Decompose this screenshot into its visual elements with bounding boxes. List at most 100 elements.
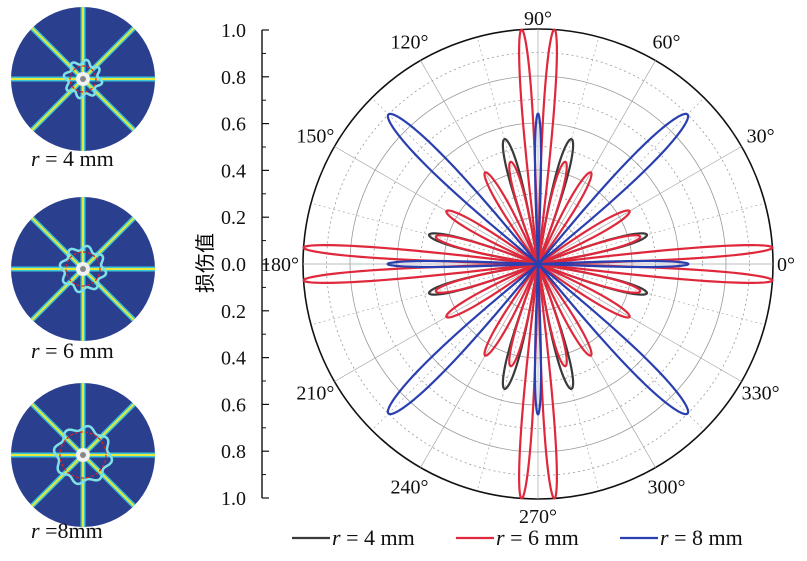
damage-contour-thumbnail-r6	[11, 197, 155, 341]
lobe-mark	[302, 244, 540, 266]
polar-grid-spoke	[537, 97, 705, 265]
polar-grid-spoke	[371, 97, 539, 265]
contour-crack-core	[82, 268, 135, 321]
polar-grid-spoke	[537, 263, 600, 492]
angle-labels: 0° 30° 60° 90° 120° 150° 180° 210° 240° 270° 300° 3…	[261, 8, 795, 528]
y-axis-label: 损伤值	[193, 233, 217, 293]
polar-grid-spoke	[537, 60, 656, 265]
polar-grid-spoke	[310, 202, 539, 265]
lobe-mark	[536, 171, 593, 266]
lobe-mark	[434, 234, 540, 266]
polar-grid-spoke	[537, 146, 742, 265]
contour-crack-core	[31, 27, 84, 80]
angle-tick-label: 90°	[524, 8, 552, 30]
lobe-mark	[302, 262, 540, 284]
radial-tick-label: 0.0	[221, 254, 246, 276]
polar-grid-spoke	[476, 263, 539, 492]
damage-contour-thumbnail-r8	[11, 383, 155, 527]
polar-grid-spoke	[537, 263, 656, 468]
contour-borehole-ring	[59, 431, 107, 479]
series-2	[302, 28, 774, 500]
lobe-mark	[386, 259, 540, 269]
contour-borehole-ring	[65, 251, 101, 287]
lobe-mark	[483, 262, 540, 357]
lobe-mark	[536, 262, 568, 368]
polar-grid-spoke	[537, 263, 742, 382]
contour-crack-core	[82, 27, 135, 80]
contour-crack-core	[82, 454, 135, 507]
lobe-mark	[536, 28, 558, 266]
lobe-mark	[536, 262, 558, 500]
contour-damage-zone	[52, 424, 114, 486]
polar-grid-spoke	[420, 263, 539, 468]
lobe-mark	[536, 234, 642, 266]
lobe-mark	[536, 209, 631, 266]
radial-tick-label: 1.0	[221, 488, 246, 510]
lobe-mark	[501, 262, 540, 390]
polar-grid-spoke	[537, 202, 766, 265]
radial-tick-label: 0.4	[221, 348, 246, 370]
contour-borehole-center	[80, 266, 86, 272]
lobe-mark	[536, 160, 568, 266]
contour-crack-core	[82, 217, 135, 270]
polar-grid-spoke	[334, 263, 539, 382]
legend-label: r = 4 mm	[332, 525, 415, 550]
contour-crack-core	[82, 78, 135, 131]
lobe-mark	[536, 262, 631, 319]
radial-tick-label: 0.2	[221, 301, 246, 323]
radial-tick-label: 1.0	[221, 20, 246, 42]
angle-tick-label: 210°	[296, 383, 334, 405]
radial-tick-label: 0.2	[221, 207, 246, 229]
angle-tick-label: 0°	[777, 254, 795, 276]
contour-borehole-center	[80, 76, 86, 82]
lobe-mark	[386, 262, 540, 416]
lobe-mark	[536, 262, 575, 390]
lobe-mark	[386, 112, 540, 266]
radial-tick-label: 0.8	[221, 67, 246, 89]
radial-tick-label: 0.6	[221, 394, 246, 416]
lobe-mark	[483, 171, 540, 266]
lobe-mark	[518, 262, 540, 500]
legend: r = 4 mm r = 6 mm r = 8 mm	[292, 525, 743, 550]
polar-grid-spoke	[537, 263, 705, 431]
contour-damage-zone	[62, 58, 104, 100]
polar-grid-spoke	[371, 263, 539, 431]
lobe-mark	[536, 262, 642, 294]
lobe-mark	[536, 262, 690, 416]
thumbnail-caption-r6: r = 6 mm	[31, 338, 114, 363]
contour-crack-core	[82, 403, 135, 456]
legend-label: r = 6 mm	[496, 525, 579, 550]
angle-tick-label: 240°	[391, 477, 429, 499]
contour-crack-core	[31, 403, 84, 456]
lobe-mark	[536, 112, 690, 266]
contour-crack-core	[31, 454, 84, 507]
lobe-mark	[445, 262, 540, 319]
angle-tick-label: 270°	[519, 506, 557, 528]
contour-borehole-ring	[69, 65, 97, 93]
radial-tick-label: 0.8	[221, 441, 246, 463]
angle-tick-label: 30°	[747, 126, 775, 148]
lobe-mark	[536, 262, 774, 284]
angle-tick-label: 300°	[648, 477, 686, 499]
polar-series	[302, 28, 774, 500]
lobe-mark	[508, 262, 540, 368]
damage-contour-thumbnail-r4	[11, 7, 155, 151]
contour-borehole-center	[80, 452, 86, 458]
polar-grid-spoke	[334, 146, 539, 265]
lobe-mark	[536, 259, 690, 269]
lobe-mark	[536, 262, 593, 357]
lobe-mark	[508, 160, 540, 266]
lobe-mark	[501, 138, 540, 266]
contour-crack-core	[31, 78, 84, 131]
thumbnail-caption-r8: r =8mm	[31, 518, 103, 543]
polar-grid-spoke	[310, 263, 539, 326]
lobe-mark	[533, 262, 543, 416]
angle-tick-label: 180°	[261, 254, 299, 276]
lobe-mark	[518, 28, 540, 266]
legend-label: r = 8 mm	[660, 525, 743, 550]
polar-grid	[302, 28, 774, 500]
contour-damage-zone	[58, 244, 108, 294]
angle-tick-label: 150°	[296, 126, 334, 148]
